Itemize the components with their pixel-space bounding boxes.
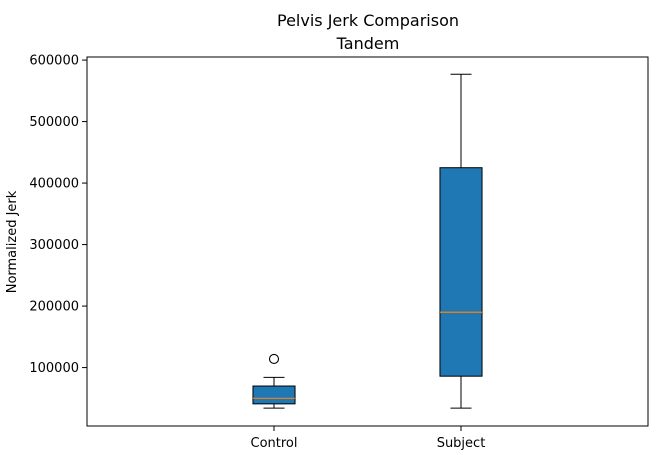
x-tick-label: Control	[251, 436, 298, 451]
y-tick-label: 500000	[29, 115, 79, 130]
y-tick-label: 200000	[29, 300, 79, 315]
plot-area: 100000 200000 300000 400000 500000 600000 Cont…	[29, 54, 485, 451]
chart-subtitle: Tandem	[336, 34, 400, 53]
chart-title: Pelvis Jerk Comparison	[277, 11, 459, 30]
y-tick-label: 400000	[29, 177, 79, 192]
y-axis-label: Normalized Jerk	[5, 190, 20, 293]
y-tick-label: 100000	[29, 361, 79, 376]
x-tick-label: Subject	[437, 436, 486, 451]
y-tick-label: 600000	[29, 54, 79, 69]
outlier-point	[268, 353, 280, 365]
box-control	[252, 385, 296, 405]
y-tick-label: 300000	[29, 238, 79, 253]
plot-frame	[86, 56, 649, 427]
box-subject	[439, 167, 483, 377]
